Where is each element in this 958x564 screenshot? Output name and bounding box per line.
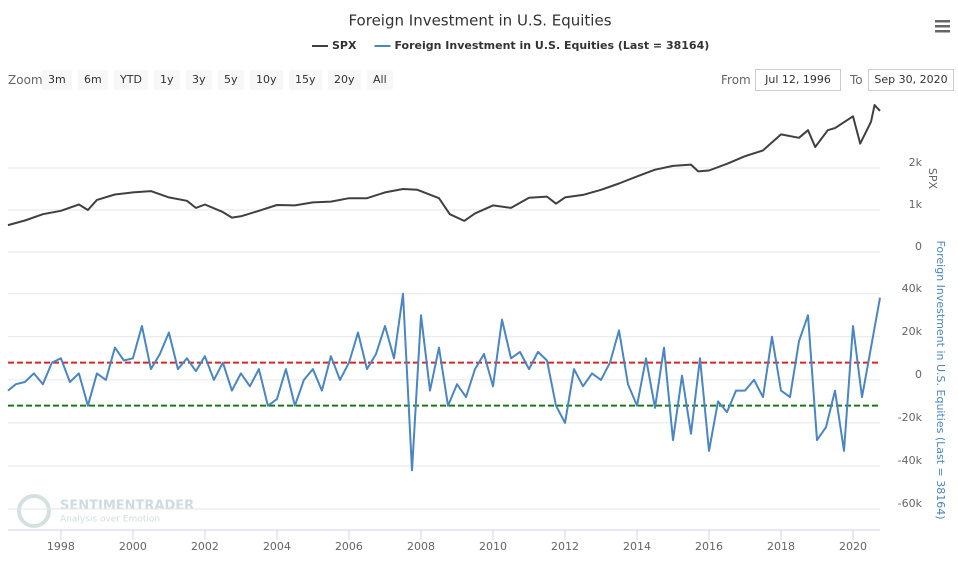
y-axis-title: SPX xyxy=(926,168,939,190)
y-axis-title: Foreign Investment in U.S. Equities (Las… xyxy=(934,240,947,519)
zoom-button[interactable]: 5y xyxy=(218,70,244,90)
from-input[interactable]: Jul 12, 1996 xyxy=(755,69,841,91)
to-label: To xyxy=(850,73,863,87)
y-tick-label: 2k xyxy=(909,156,923,169)
x-tick-label: 2000 xyxy=(119,540,147,553)
zoom-label: Zoom xyxy=(8,73,43,87)
watermark: SENTIMENTRADER Analysis over Emotion xyxy=(17,494,194,528)
menu-bar xyxy=(935,30,950,33)
zoom-button[interactable]: All xyxy=(367,70,393,90)
zoom-button[interactable]: 3m xyxy=(42,70,72,90)
x-tick-label: 2004 xyxy=(263,540,291,553)
legend-item[interactable]: SPX xyxy=(312,39,357,52)
y-tick-label: 1k xyxy=(909,198,923,211)
to-input[interactable]: Sep 30, 2020 xyxy=(868,69,954,91)
watermark-tagline: Analysis over Emotion xyxy=(60,515,160,525)
y-tick-label: 40k xyxy=(902,282,923,295)
legend: SPX Foreign Investment in U.S. Equities (… xyxy=(312,39,709,52)
x-tick-label: 2014 xyxy=(623,540,651,553)
series-line xyxy=(7,104,881,227)
menu-icon[interactable] xyxy=(935,20,950,33)
zoom-button[interactable]: 20y xyxy=(328,70,361,90)
menu-bar xyxy=(935,25,950,28)
zoom-button[interactable]: 10y xyxy=(250,70,283,90)
y-tick-label: -60k xyxy=(898,497,923,510)
zoom-button[interactable]: 1y xyxy=(154,70,180,90)
zoom-button[interactable]: 15y xyxy=(289,70,322,90)
y-tick-label: 0 xyxy=(915,240,922,253)
legend-item[interactable]: Foreign Investment in U.S. Equities (Las… xyxy=(374,39,709,52)
series-line xyxy=(7,292,881,472)
watermark-brand: SENTIMENTRADER xyxy=(60,499,194,514)
legend-label: Foreign Investment in U.S. Equities (Las… xyxy=(394,39,709,52)
x-tick-label: 2020 xyxy=(839,540,867,553)
chart-title: Foreign Investment in U.S. Equities xyxy=(348,12,611,30)
zoom-button[interactable]: 3y xyxy=(186,70,212,90)
x-tick-label: 2002 xyxy=(191,540,219,553)
x-tick-label: 2012 xyxy=(551,540,579,553)
x-tick-label: 2006 xyxy=(335,540,363,553)
y-tick-label: 20k xyxy=(902,325,923,338)
menu-bar xyxy=(935,20,950,23)
y-tick-label: -20k xyxy=(898,411,923,424)
zoom-button[interactable]: 6m xyxy=(78,70,108,90)
x-tick-label: 1998 xyxy=(47,540,75,553)
from-label: From xyxy=(721,73,751,87)
y-tick-label: 0 xyxy=(915,368,922,381)
legend-label: SPX xyxy=(332,39,357,52)
x-tick-label: 2016 xyxy=(695,540,723,553)
y-tick-label: -40k xyxy=(898,454,923,467)
x-tick-label: 2018 xyxy=(767,540,795,553)
x-tick-label: 2008 xyxy=(407,540,435,553)
watermark-logo xyxy=(17,494,51,528)
zoom-button[interactable]: YTD xyxy=(114,70,148,90)
x-tick-label: 2010 xyxy=(479,540,507,553)
